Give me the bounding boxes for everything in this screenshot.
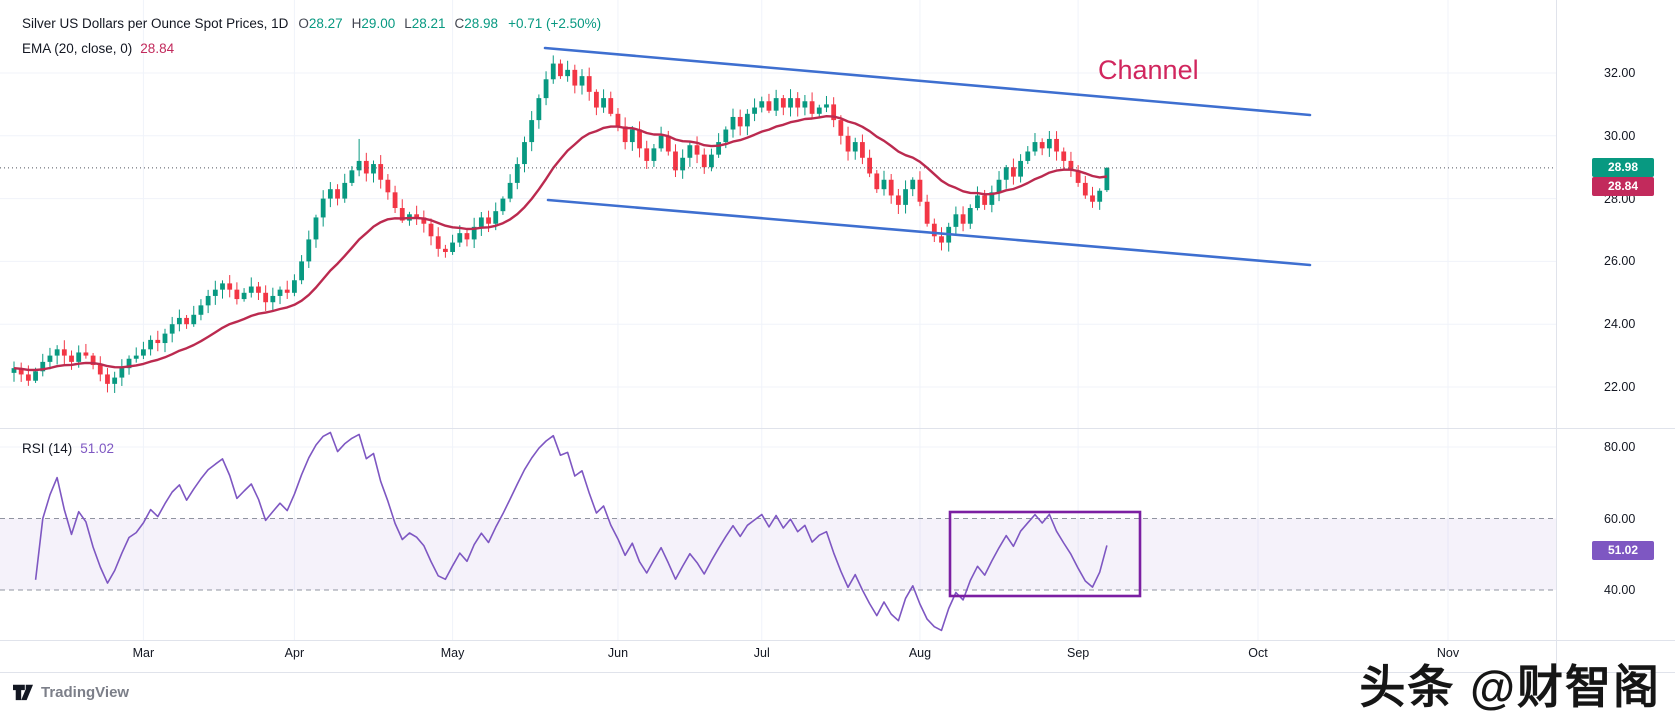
chart-canvas[interactable] bbox=[0, 0, 1675, 672]
tradingview-logo-icon bbox=[13, 684, 33, 701]
month-label-mar: Mar bbox=[132, 646, 155, 660]
price-tick-label: 26.00 bbox=[1604, 254, 1636, 269]
ohlc-values: O28.27 H29.00 L28.21 C28.98 bbox=[298, 16, 498, 31]
change-value: +0.71 (+2.50%) bbox=[508, 16, 602, 31]
month-label-aug: Aug bbox=[908, 646, 932, 660]
ohlc-item: L28.21 bbox=[404, 16, 446, 31]
chart-bottom-border bbox=[0, 672, 1675, 673]
ohlc-item: O28.27 bbox=[298, 16, 343, 31]
symbol-title: Silver US Dollars per Ounce Spot Prices,… bbox=[22, 16, 289, 31]
ema-price-badge: 28.84 bbox=[1592, 177, 1654, 197]
last-price-badge: 28.98 bbox=[1592, 158, 1654, 178]
rsi-tick-label: 60.00 bbox=[1604, 511, 1636, 526]
price-tick-label: 22.00 bbox=[1604, 380, 1636, 394]
channel-annotation-label[interactable]: Channel bbox=[1098, 55, 1199, 85]
rsi-value-badge: 51.02 bbox=[1592, 541, 1654, 561]
ema-label: EMA (20, close, 0) bbox=[22, 41, 133, 56]
price-tick-label: 30.00 bbox=[1604, 128, 1636, 143]
month-label-jul: Jul bbox=[753, 646, 770, 660]
rsi-legend[interactable]: RSI (14) 51.02 bbox=[22, 441, 114, 456]
month-label-jun: Jun bbox=[607, 646, 629, 660]
month-label-oct: Oct bbox=[1248, 646, 1268, 660]
symbol-legend[interactable]: Silver US Dollars per Ounce Spot Prices,… bbox=[22, 16, 601, 31]
month-label-sep: Sep bbox=[1066, 646, 1090, 660]
rsi-tick-label: 40.00 bbox=[1604, 583, 1636, 597]
rsi-label: RSI (14) bbox=[22, 441, 73, 456]
month-label-apr: Apr bbox=[284, 646, 305, 660]
tradingview-brand-text: TradingView bbox=[41, 683, 130, 701]
month-label-nov: Nov bbox=[1436, 646, 1460, 660]
price-tick-label: 24.00 bbox=[1604, 317, 1636, 332]
ema-value: 28.84 bbox=[140, 41, 175, 56]
rsi-value: 51.02 bbox=[80, 441, 115, 456]
price-tick-label: 32.00 bbox=[1604, 66, 1636, 80]
pane-separator[interactable] bbox=[0, 428, 1675, 429]
ema-legend[interactable]: EMA (20, close, 0) 28.84 bbox=[22, 41, 174, 56]
ohlc-item: H29.00 bbox=[351, 16, 396, 31]
month-label-may: May bbox=[440, 646, 465, 660]
ohlc-item: C28.98 bbox=[454, 16, 499, 31]
tradingview-footer[interactable]: TradingView bbox=[12, 682, 129, 702]
timeaxis-separator bbox=[0, 640, 1675, 641]
rsi-tick-label: 80.00 bbox=[1604, 440, 1636, 454]
price-axis-border bbox=[1556, 0, 1557, 672]
watermark-text: 头条 @财智阁 bbox=[1359, 661, 1661, 713]
